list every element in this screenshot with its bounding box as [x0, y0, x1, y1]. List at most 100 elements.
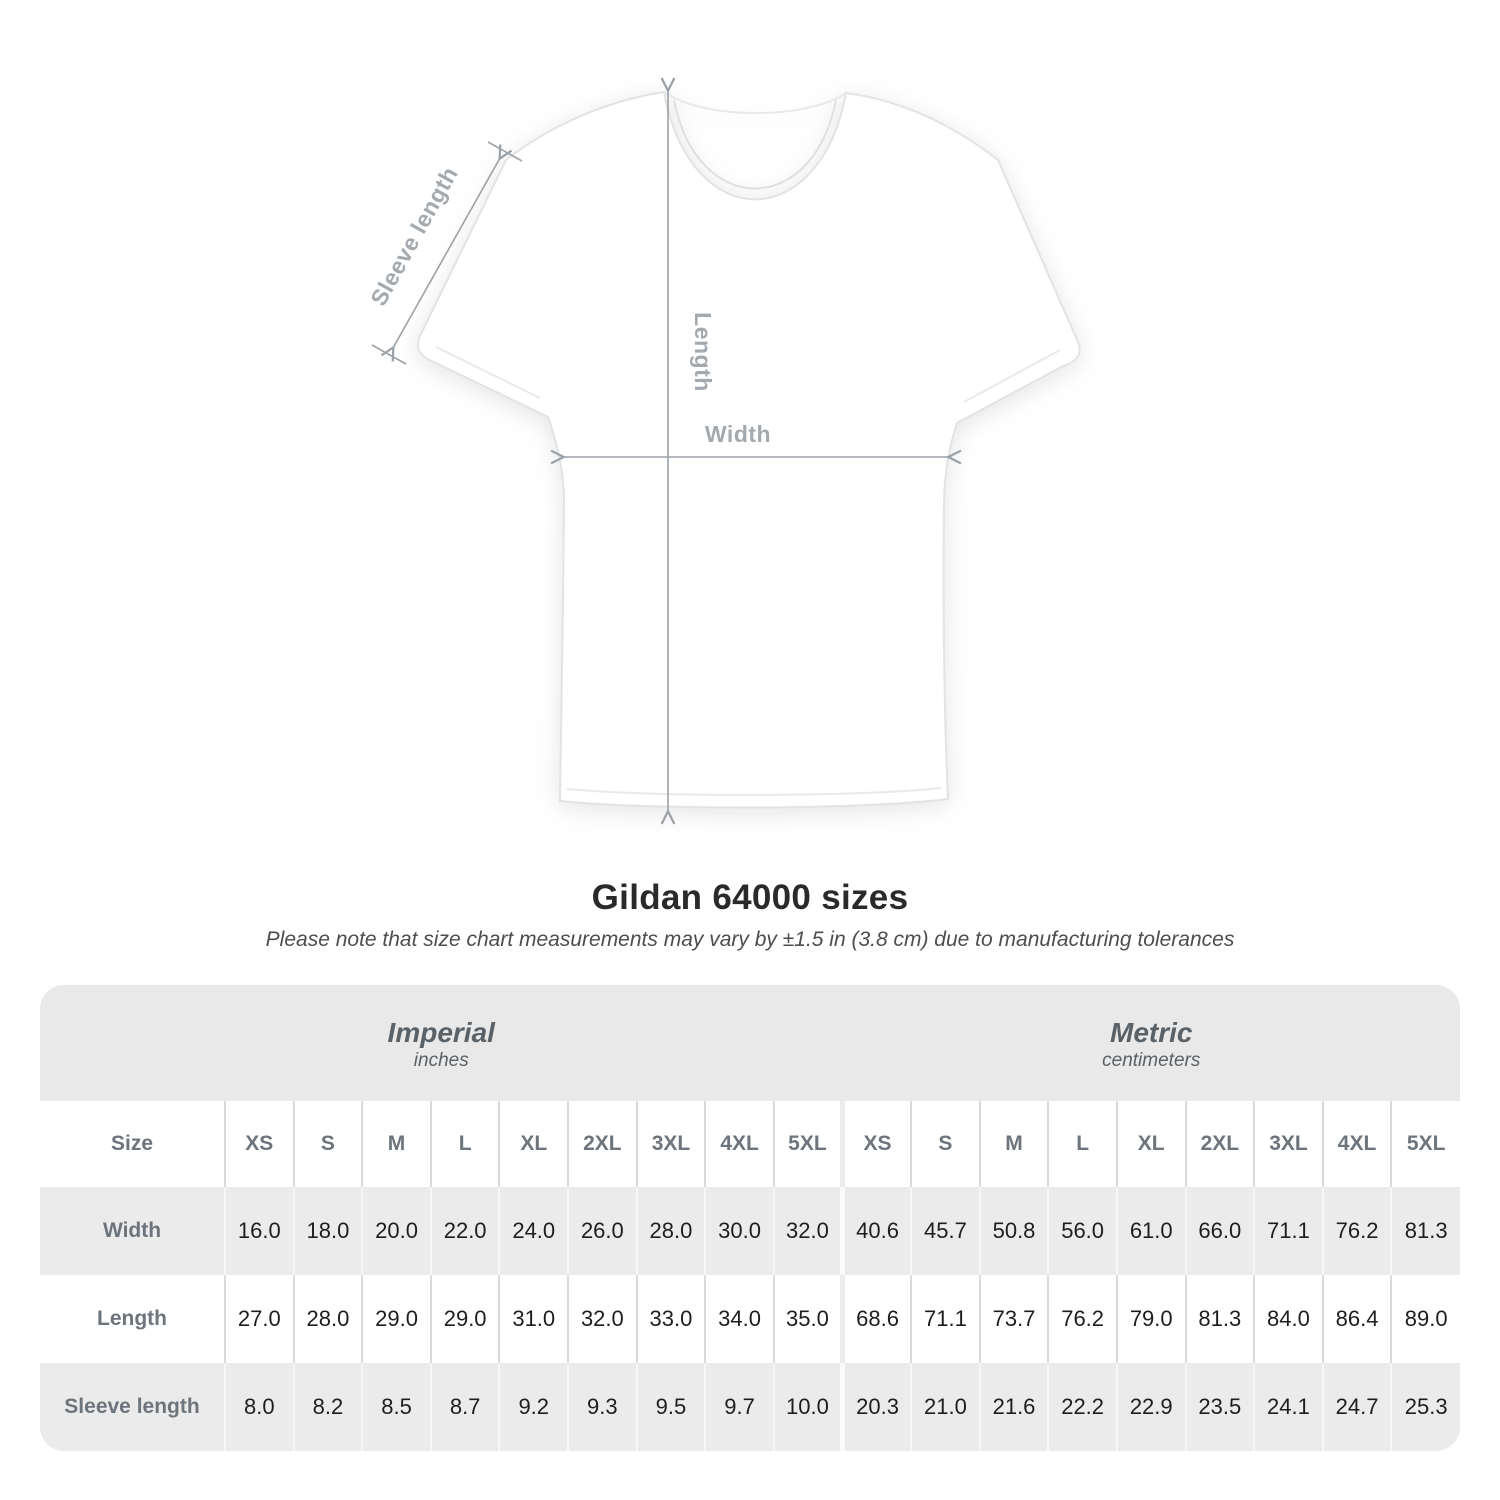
size-col-header: XS	[224, 1101, 294, 1187]
table-cell: 22.0	[429, 1187, 500, 1275]
unit-group-header-row: Imperial inches Metric centimeters	[40, 985, 1460, 1101]
table-cell: 71.1	[1253, 1187, 1323, 1275]
table-cell: 32.0	[567, 1275, 637, 1363]
table-cell: 89.0	[1390, 1275, 1460, 1363]
metric-label: Metric	[1110, 1016, 1193, 1048]
size-col-header: M	[361, 1101, 431, 1187]
row-label: Width	[40, 1187, 225, 1275]
table-cell: 31.0	[498, 1275, 569, 1363]
table-cell: 9.2	[498, 1363, 569, 1451]
table-cell: 8.7	[429, 1363, 500, 1451]
bottom-hem-seam	[566, 787, 942, 796]
tshirt-silhouette	[416, 90, 1081, 809]
right-sleeve-hem-seam	[963, 349, 1061, 403]
table-cell: 86.4	[1321, 1275, 1392, 1363]
size-col-header: 3XL	[635, 1101, 706, 1187]
size-col-header: L	[429, 1101, 500, 1187]
width-row: Width 16.0 18.0 20.0 22.0 24.0 26.0 28.0…	[40, 1187, 1460, 1275]
size-col-header: XS	[839, 1101, 912, 1187]
length-row: Length 27.0 28.0 29.0 29.0 31.0 32.0 33.…	[40, 1275, 1460, 1363]
table-cell: 23.5	[1184, 1363, 1255, 1451]
page-title: Gildan 64000 sizes	[591, 878, 909, 917]
table-cell: 73.7	[978, 1275, 1049, 1363]
table-cell: 16.0	[224, 1187, 294, 1275]
table-cell: 21.6	[978, 1363, 1049, 1451]
table-cell: 30.0	[704, 1187, 774, 1275]
table-cell: 24.7	[1321, 1363, 1392, 1451]
sleeve-dimension-cap-bottom	[371, 344, 407, 365]
table-cell: 45.7	[910, 1187, 980, 1275]
size-col-header: 5XL	[772, 1101, 843, 1187]
table-cell: 81.3	[1184, 1275, 1255, 1363]
size-col-header: 5XL	[1390, 1101, 1460, 1187]
length-label: Length	[690, 312, 716, 392]
metric-group-header: Metric centimeters	[842, 985, 1460, 1101]
table-cell: 26.0	[567, 1187, 637, 1275]
table-cell: 20.0	[361, 1187, 431, 1275]
size-col-header: 3XL	[1253, 1101, 1323, 1187]
table-cell: 18.0	[292, 1187, 363, 1275]
table-cell: 21.0	[910, 1363, 980, 1451]
table-cell: 29.0	[361, 1275, 431, 1363]
size-col-header: XL	[498, 1101, 569, 1187]
size-chart-table: Imperial inches Metric centimeters Size …	[40, 985, 1460, 1451]
table-cell: 68.6	[839, 1275, 912, 1363]
tshirt-illustration	[416, 90, 1081, 809]
table-cell: 27.0	[224, 1275, 294, 1363]
size-col-header: 4XL	[704, 1101, 774, 1187]
table-cell: 9.3	[567, 1363, 637, 1451]
table-cell: 22.2	[1047, 1363, 1117, 1451]
imperial-group-header: Imperial inches	[40, 985, 843, 1101]
table-cell: 79.0	[1115, 1275, 1186, 1363]
table-cell: 56.0	[1047, 1187, 1117, 1275]
size-row-header: Size	[40, 1101, 225, 1187]
table-cell: 34.0	[704, 1275, 774, 1363]
table-cell: 32.0	[772, 1187, 843, 1275]
size-col-header: L	[1047, 1101, 1117, 1187]
tolerance-note: Please note that size chart measurements…	[265, 928, 1235, 951]
table-cell: 71.1	[910, 1275, 980, 1363]
table-cell: 76.2	[1047, 1275, 1117, 1363]
size-table: Imperial inches Metric centimeters Size …	[40, 985, 1460, 1451]
table-cell: 10.0	[772, 1363, 843, 1451]
table-cell: 66.0	[1184, 1187, 1255, 1275]
size-col-header: 2XL	[567, 1101, 637, 1187]
metric-unit: centimeters	[1102, 1049, 1201, 1071]
size-col-header: M	[978, 1101, 1049, 1187]
table-cell: 22.9	[1115, 1363, 1186, 1451]
table-cell: 84.0	[1253, 1275, 1323, 1363]
row-label: Sleeve length	[40, 1363, 225, 1451]
imperial-label: Imperial	[387, 1016, 495, 1048]
size-col-header: S	[910, 1101, 980, 1187]
collar-inner-seam	[673, 99, 837, 190]
table-cell: 9.5	[635, 1363, 706, 1451]
sleeve-dimension-line	[393, 158, 500, 348]
table-cell: 28.0	[292, 1275, 363, 1363]
table-cell: 28.0	[635, 1187, 706, 1275]
table-cell: 35.0	[772, 1275, 843, 1363]
size-header-row: Size XS S M L XL 2XL 3XL 4XL 5XL XS S M …	[40, 1101, 1460, 1187]
table-cell: 24.0	[498, 1187, 569, 1275]
table-cell: 29.0	[429, 1275, 500, 1363]
table-cell: 24.1	[1253, 1363, 1323, 1451]
row-label: Length	[40, 1275, 225, 1363]
table-cell: 8.5	[361, 1363, 431, 1451]
tshirt-diagram: Length Width Sleeve length	[365, 0, 1081, 860]
imperial-unit: inches	[413, 1049, 469, 1071]
size-col-header: 4XL	[1321, 1101, 1392, 1187]
table-cell: 33.0	[635, 1275, 706, 1363]
sleeve-dimension-cap-top	[487, 141, 523, 162]
sleeve-length-row: Sleeve length 8.0 8.2 8.5 8.7 9.2 9.3 9.…	[40, 1363, 1460, 1451]
size-col-header: 2XL	[1184, 1101, 1255, 1187]
back-collar-seam	[663, 91, 847, 115]
table-cell: 8.2	[292, 1363, 363, 1451]
table-cell: 81.3	[1390, 1187, 1460, 1275]
table-cell: 50.8	[978, 1187, 1049, 1275]
table-cell: 61.0	[1115, 1187, 1186, 1275]
width-label: Width	[705, 421, 771, 447]
table-cell: 76.2	[1321, 1187, 1392, 1275]
table-cell: 8.0	[224, 1363, 294, 1451]
table-cell: 40.6	[839, 1187, 912, 1275]
size-col-header: XL	[1115, 1101, 1186, 1187]
